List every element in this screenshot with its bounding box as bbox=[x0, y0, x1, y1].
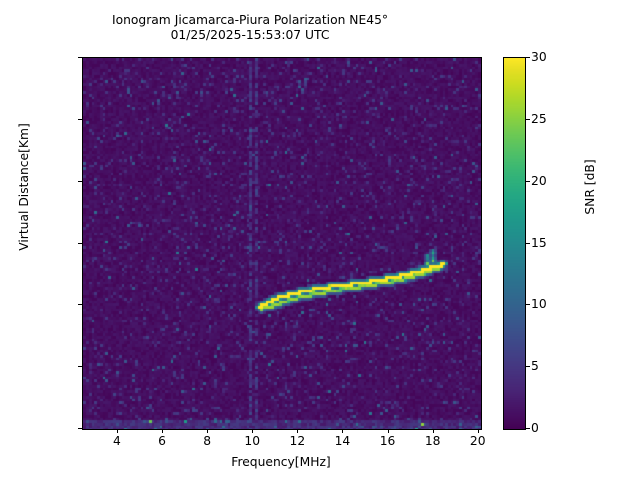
x-axis-tick-label: 18 bbox=[424, 434, 441, 448]
colorbar-tick-mark bbox=[526, 118, 530, 120]
x-axis-tick-label: 4 bbox=[113, 434, 121, 448]
x-axis-tick-label: 12 bbox=[289, 434, 306, 448]
ionogram-heatmap-canvas bbox=[83, 58, 481, 429]
colorbar-label: SNR [dB] bbox=[583, 159, 597, 215]
y-axis-label: Virtual Distance[Km] bbox=[17, 123, 31, 251]
figure-title-line2: 01/25/2025-15:53:07 UTC bbox=[170, 28, 330, 42]
y-axis-tick-mark bbox=[78, 304, 82, 306]
y-axis-tick-mark bbox=[78, 428, 82, 429]
colorbar-tick-label: 20 bbox=[531, 173, 547, 188]
y-axis-tick-mark bbox=[78, 242, 82, 244]
colorbar-tick-label: 25 bbox=[531, 111, 547, 126]
colorbar bbox=[503, 57, 526, 430]
x-axis-tick-label: 20 bbox=[469, 434, 486, 448]
x-axis-tick-mark bbox=[297, 429, 299, 433]
colorbar-tick-mark bbox=[526, 242, 530, 244]
colorbar-tick-mark bbox=[526, 304, 530, 306]
x-axis-tick-label: 14 bbox=[334, 434, 351, 448]
colorbar-tick-mark bbox=[526, 180, 530, 182]
colorbar-gradient bbox=[504, 58, 525, 429]
x-axis-tick-mark bbox=[252, 429, 254, 433]
colorbar-tick-mark bbox=[526, 428, 530, 429]
x-axis-tick-mark bbox=[387, 429, 389, 433]
colorbar-tick-label: 15 bbox=[531, 235, 547, 250]
y-axis-tick-mark bbox=[78, 118, 82, 120]
figure-title-line1: Ionogram Jicamarca-Piura Polarization NE… bbox=[111, 13, 389, 27]
x-axis-tick-label: 8 bbox=[203, 434, 212, 448]
x-axis-tick-mark bbox=[432, 429, 434, 433]
x-axis-tick-mark bbox=[342, 429, 344, 433]
y-axis-tick-mark bbox=[78, 57, 82, 58]
x-axis-tick-label: 16 bbox=[379, 434, 396, 448]
colorbar-tick-mark bbox=[526, 366, 530, 368]
x-axis-tick-mark bbox=[477, 429, 479, 433]
figure-title: Ionogram Jicamarca-Piura Polarization NE… bbox=[0, 13, 500, 43]
colorbar-tick-label: 5 bbox=[531, 359, 539, 374]
x-axis-tick-label: 10 bbox=[244, 434, 261, 448]
colorbar-tick-mark bbox=[526, 57, 530, 58]
colorbar-tick-label: 30 bbox=[531, 50, 547, 64]
y-axis-tick-mark bbox=[78, 366, 82, 368]
plot-area bbox=[82, 57, 482, 430]
x-axis-label: Frequency[MHz] bbox=[231, 455, 331, 469]
x-axis-tick-label: 6 bbox=[158, 434, 166, 448]
x-axis-tick-mark bbox=[207, 429, 209, 433]
x-axis-tick-mark bbox=[116, 429, 118, 433]
y-axis-tick-mark bbox=[78, 180, 82, 182]
colorbar-tick-label: 10 bbox=[531, 297, 547, 312]
x-axis-tick-mark bbox=[162, 429, 164, 433]
colorbar-tick-label: 0 bbox=[531, 421, 539, 435]
